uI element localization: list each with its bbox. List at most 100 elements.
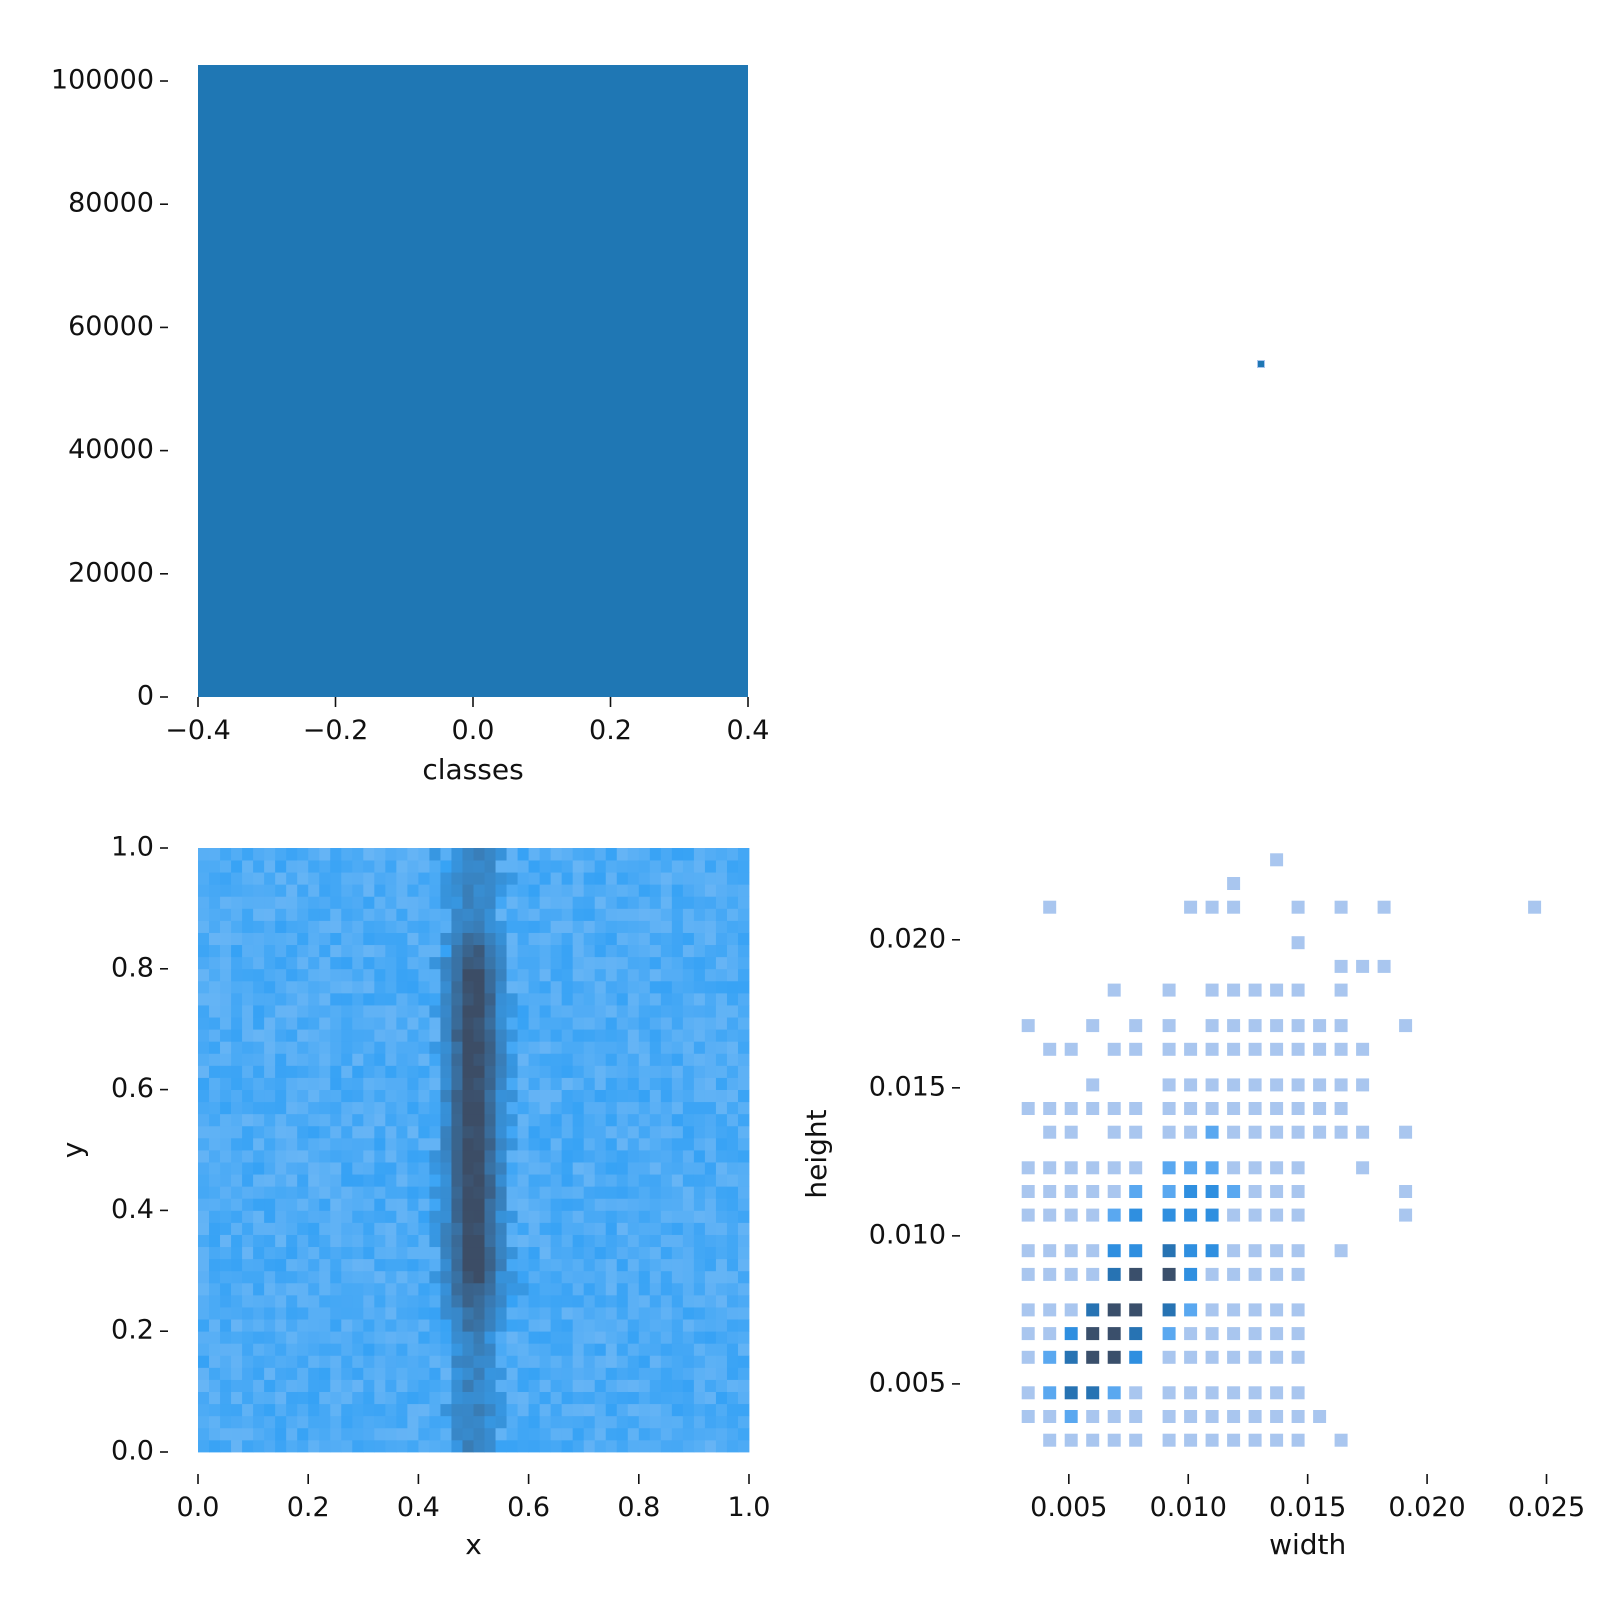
heatmap-cell xyxy=(374,920,386,933)
heatmap-cell xyxy=(440,1186,452,1199)
heatmap-cell xyxy=(605,1379,618,1392)
heatmap-cell xyxy=(297,1258,309,1272)
heatmap-cell xyxy=(594,896,607,909)
heatmap-cell xyxy=(451,944,463,958)
heatmap-cell xyxy=(583,1403,596,1417)
heatmap-cell xyxy=(407,1258,419,1272)
heatmap-cell xyxy=(550,1331,563,1344)
heatmap-cell xyxy=(506,1403,518,1417)
heatmap-cell xyxy=(396,1258,408,1272)
heatmap-cell xyxy=(649,1137,662,1151)
heatmap-cell xyxy=(517,1331,529,1344)
heatmap-cell xyxy=(528,1174,541,1187)
heatmap-cell xyxy=(341,1137,353,1151)
heatmap-cell xyxy=(319,968,331,982)
heatmap-cell xyxy=(649,1319,662,1332)
heatmap-cell xyxy=(242,860,254,873)
heatmap-cell xyxy=(330,1017,342,1030)
heatmap-cell xyxy=(638,1403,651,1417)
heatmap-cell xyxy=(561,1222,574,1235)
heatmap-cell xyxy=(594,1029,607,1042)
heatmap-cell xyxy=(583,920,596,933)
heatmap-cell xyxy=(671,1065,684,1078)
heatmap-cell xyxy=(715,1355,728,1368)
heatmap-cell xyxy=(275,944,287,958)
heatmap-cell xyxy=(275,920,287,933)
heatmap-cell xyxy=(528,932,541,946)
heatmap-cell xyxy=(451,1174,463,1187)
heatmap-cell xyxy=(671,1331,684,1344)
heatmap-cell xyxy=(407,1053,419,1066)
heatmap-cell xyxy=(583,1089,596,1103)
heatmap-cell xyxy=(253,1125,265,1139)
heatmap-cell xyxy=(715,1307,728,1320)
heatmap-cell xyxy=(363,1186,375,1199)
heatmap-cell xyxy=(495,1391,507,1405)
heatmap-cell xyxy=(550,1210,563,1223)
heatmap-cell xyxy=(418,848,430,861)
x-axis-label: x xyxy=(465,1528,482,1561)
heatmap-cell xyxy=(330,1125,342,1139)
heatmap-cell xyxy=(440,1294,452,1308)
heatmap-cell xyxy=(253,1367,265,1380)
heatmap-cell xyxy=(297,980,309,994)
heatmap-cell xyxy=(484,956,496,970)
heatmap-cell xyxy=(638,1101,651,1115)
heatmap-cell xyxy=(484,1319,496,1332)
heatmap-cell xyxy=(220,1379,232,1392)
heatmap-cell xyxy=(704,848,717,861)
heatmap-cell xyxy=(517,896,529,909)
heatmap-cell xyxy=(286,1137,298,1151)
heatmap-cell xyxy=(693,884,706,897)
heatmap-cell xyxy=(704,1137,717,1151)
heatmap-cell xyxy=(352,848,364,861)
heatmap-cell xyxy=(363,1065,375,1078)
heatmap-cell xyxy=(286,932,298,946)
heatmap-cell xyxy=(286,1331,298,1344)
heatmap-cell xyxy=(539,1379,552,1392)
density-cell xyxy=(1184,1327,1198,1341)
heatmap-cell xyxy=(286,944,298,958)
heatmap-cell xyxy=(198,1210,210,1223)
heatmap-cell xyxy=(440,1246,452,1260)
heatmap-cell xyxy=(539,1355,552,1368)
heatmap-cell xyxy=(319,1294,331,1308)
heatmap-cell xyxy=(330,1222,342,1235)
heatmap-cell xyxy=(704,1282,717,1296)
heatmap-cell xyxy=(649,1089,662,1103)
heatmap-cell xyxy=(693,1065,706,1078)
heatmap-cell xyxy=(352,1258,364,1272)
heatmap-cell xyxy=(209,884,221,897)
heatmap-cell xyxy=(660,1246,673,1260)
heatmap-cell xyxy=(297,1089,309,1103)
heatmap-cell xyxy=(517,1113,529,1127)
heatmap-cell xyxy=(572,872,585,885)
heatmap-cell xyxy=(572,1391,585,1405)
heatmap-cell xyxy=(484,1331,496,1344)
density-cell xyxy=(1205,1386,1219,1400)
heatmap-cell xyxy=(572,1439,585,1453)
heatmap-cell xyxy=(627,1270,640,1284)
heatmap-cell xyxy=(462,1089,474,1103)
heatmap-cell xyxy=(616,896,629,909)
heatmap-cell xyxy=(561,1367,574,1380)
heatmap-cell xyxy=(374,908,386,921)
heatmap-cell xyxy=(704,1258,717,1272)
heatmap-cell xyxy=(539,1017,552,1030)
heatmap-cell xyxy=(385,1355,397,1368)
heatmap-cell xyxy=(550,1077,563,1090)
heatmap-cell xyxy=(539,1125,552,1139)
heatmap-cell xyxy=(528,1343,541,1356)
heatmap-cell xyxy=(407,1234,419,1248)
heatmap-cell xyxy=(308,1391,320,1405)
heatmap-cell xyxy=(572,968,585,982)
y-tick-label: 1.0 xyxy=(111,832,154,863)
density-cell xyxy=(1377,959,1391,973)
heatmap-cell xyxy=(605,1258,618,1272)
density-cell xyxy=(1129,1350,1143,1364)
heatmap-cell xyxy=(220,884,232,897)
heatmap-cell xyxy=(385,1270,397,1284)
heatmap-cell xyxy=(704,1307,717,1320)
heatmap-cell xyxy=(473,908,485,921)
heatmap-cell xyxy=(495,1427,507,1441)
